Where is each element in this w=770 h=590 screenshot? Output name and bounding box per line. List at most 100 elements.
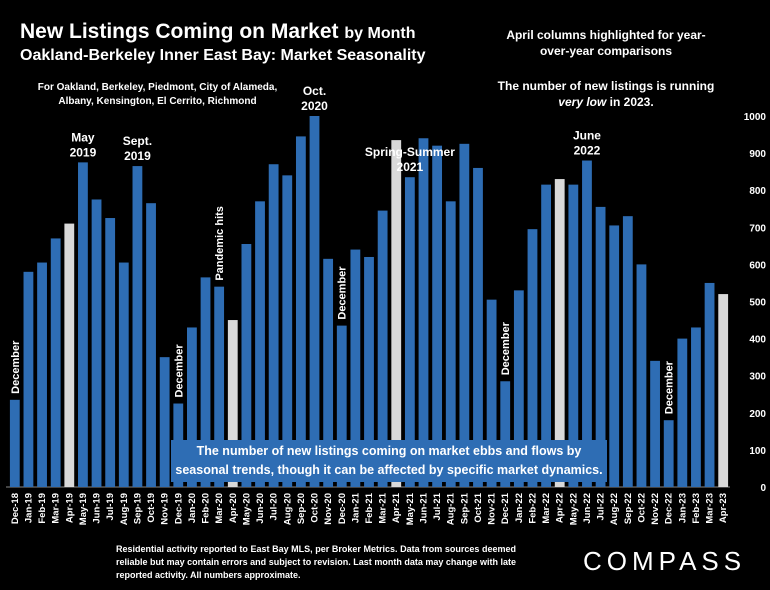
bar <box>636 264 647 487</box>
x-tick-label: Aug-19 <box>119 493 130 525</box>
bar <box>295 136 306 487</box>
x-tick-label: Mar-19 <box>51 493 62 524</box>
x-tick-label: Jun-19 <box>92 493 103 524</box>
x-tick-label: Dec-21 <box>500 492 511 524</box>
april-highlight-note: April columns highlighted for year-over-… <box>506 28 706 58</box>
annotation-label: Pandemic hits <box>214 206 226 281</box>
bar <box>241 243 252 487</box>
bar <box>132 166 143 487</box>
bar-highlighted <box>64 223 75 487</box>
x-tick-label: May-21 <box>405 492 416 525</box>
x-tick-label: Oct-19 <box>146 493 157 523</box>
y-tick-label: 1000 <box>744 112 767 123</box>
x-tick-label: May-22 <box>568 493 579 525</box>
x-tick-label: Feb-22 <box>527 493 538 524</box>
x-tick-label: Jan-22 <box>514 493 525 523</box>
bar-highlighted <box>391 140 402 488</box>
x-tick-label: Apr-21 <box>391 492 402 523</box>
x-tick-label: Jun-21 <box>418 492 429 523</box>
x-tick-label: Mar-22 <box>541 493 552 524</box>
x-tick-label: Jan-21 <box>350 492 361 523</box>
annotation-label: December <box>10 340 22 394</box>
bar <box>500 381 511 487</box>
y-tick-label: 0 <box>760 483 766 494</box>
bar <box>364 256 374 487</box>
bar <box>432 145 443 487</box>
bar <box>50 238 61 487</box>
bar <box>282 175 293 488</box>
y-tick-label: 200 <box>749 409 766 420</box>
x-tick-label: Oct-21 <box>473 492 484 522</box>
x-tick-label: Mar-23 <box>705 493 716 524</box>
x-tick-label: Dec-22 <box>664 493 675 524</box>
bar <box>486 299 497 487</box>
annotation-label: Oct. 2020 <box>301 84 328 113</box>
bar <box>91 199 102 487</box>
bar <box>350 249 361 487</box>
bar <box>677 338 688 487</box>
x-tick-label: Dec-19 <box>173 493 184 524</box>
annotation-label: December <box>337 266 349 320</box>
x-tick-label: Jun-20 <box>255 493 266 524</box>
bar <box>336 325 347 487</box>
bar <box>255 201 265 487</box>
x-tick-label: Sep-20 <box>296 493 307 524</box>
annotation-label: June 2022 <box>573 129 601 158</box>
trend-note: The number of new listings is running ve… <box>487 78 725 110</box>
bar <box>568 184 579 487</box>
bar <box>513 290 524 487</box>
x-tick-label: Aug-22 <box>609 493 620 525</box>
y-tick-label: 900 <box>749 149 766 160</box>
x-tick-label: Sep-22 <box>623 493 634 524</box>
annotation-label: May 2019 <box>70 130 97 159</box>
source-footnote: Residential activity reported to East Ba… <box>116 544 516 580</box>
x-tick-label: May-19 <box>78 493 89 525</box>
x-tick-label: Jul-19 <box>105 493 116 520</box>
x-tick-label: Feb-20 <box>201 493 212 524</box>
bar-highlighted <box>227 320 238 487</box>
x-tick-label: Jul-20 <box>269 493 280 520</box>
x-tick-label: Jan-23 <box>677 493 688 523</box>
bar <box>78 162 88 487</box>
x-tick-label: Apr-22 <box>555 493 566 523</box>
bar <box>704 282 715 487</box>
seasonality-banner: The number of new listings coming on mar… <box>171 440 607 482</box>
trend-note-prefix: The number of new listings is running <box>497 79 715 93</box>
bar <box>473 167 483 487</box>
chart-title: New Listings Coming on Market by Month <box>20 20 415 44</box>
y-tick-label: 500 <box>749 298 766 309</box>
x-tick-label: Feb-23 <box>691 493 702 524</box>
x-tick-label: Oct-20 <box>310 493 321 523</box>
y-tick-label: 100 <box>749 446 766 457</box>
x-tick-label: Nov-22 <box>650 493 661 525</box>
x-tick-label: Aug-20 <box>282 493 293 525</box>
bar <box>582 160 592 487</box>
bar <box>663 420 674 487</box>
bar <box>622 216 633 488</box>
trend-note-emphasis: very low <box>558 95 607 109</box>
x-tick-label: Sep-21 <box>459 492 470 524</box>
x-tick-label: Dec-20 <box>337 493 348 524</box>
bar <box>595 206 606 487</box>
bar <box>214 286 225 487</box>
bar <box>159 357 170 487</box>
x-tick-label: Apr-23 <box>718 493 729 523</box>
annotation-label: December <box>664 360 676 414</box>
x-tick-label: Mar-21 <box>378 492 389 523</box>
bar <box>146 203 156 487</box>
annotation-label: December <box>500 321 512 375</box>
x-tick-label: Oct-22 <box>636 493 647 523</box>
annotation-label: Spring-Summer 2021 <box>365 145 455 174</box>
bar <box>527 229 538 487</box>
bar-highlighted <box>718 294 729 487</box>
x-tick-label: Aug-21 <box>446 492 457 525</box>
x-tick-label: Jan-20 <box>187 493 198 523</box>
x-tick-label: Feb-21 <box>364 492 375 523</box>
x-tick-label: Dec-18 <box>10 493 21 524</box>
bar <box>650 360 660 487</box>
bar <box>200 277 211 487</box>
compass-logo: COMPASS <box>583 546 747 576</box>
bar <box>37 262 47 487</box>
y-tick-label: 800 <box>749 186 766 197</box>
x-tick-label: Jun-22 <box>582 493 593 524</box>
